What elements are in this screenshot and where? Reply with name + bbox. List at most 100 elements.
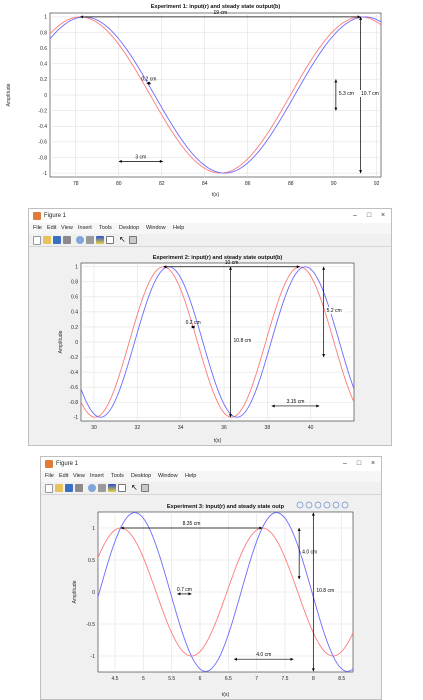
- chart-3[interactable]: 4.5 5 5.5 6 6.5 7 7.5 8 8.5 1 0.5 0 -0.5 -1 Experiment…: [0, 456, 423, 700]
- pointer-icon[interactable]: ↖: [119, 235, 126, 244]
- measurement-annotation: 4.0 cm: [234, 652, 294, 661]
- y-tick-label: 0: [92, 590, 95, 596]
- chart-1[interactable]: 78 80 82 84 86 88 90 92 1 0.8 0.6 0.4 0.2 0 -0.2 -0.4 -0…: [0, 0, 423, 203]
- minimize-button[interactable]: –: [353, 212, 357, 219]
- annotation-label: 8.35 cm: [183, 521, 201, 527]
- y-tick-label: 0.6: [71, 295, 78, 301]
- menu-help[interactable]: Help: [185, 473, 197, 479]
- y-tick-label: -1: [91, 654, 96, 660]
- menu-edit[interactable]: Edit: [47, 225, 57, 231]
- minimize-button[interactable]: –: [343, 460, 347, 467]
- input-series-line: [98, 527, 353, 657]
- matlab-figure-icon: [33, 212, 41, 220]
- pan-icon[interactable]: [314, 501, 322, 509]
- y-tick-label: 0.6: [40, 46, 47, 52]
- open-icon[interactable]: [43, 236, 51, 244]
- data-tips-icon[interactable]: [305, 501, 313, 509]
- x-tick-label: 40: [308, 425, 314, 431]
- arrow-head-bottom: [322, 354, 326, 358]
- y-tick-label: 0.8: [40, 30, 47, 36]
- menu-window[interactable]: Window: [158, 473, 178, 479]
- menu-desktop[interactable]: Desktop: [131, 473, 152, 479]
- x-tick-label: 34: [178, 425, 184, 431]
- brush-icon[interactable]: [296, 501, 304, 509]
- print-icon[interactable]: [75, 484, 83, 492]
- link-icon[interactable]: [86, 236, 94, 244]
- tile-icon[interactable]: [129, 236, 137, 244]
- x-tick-label: 88: [288, 181, 294, 187]
- x-tick-label: 32: [135, 425, 141, 431]
- menu-view[interactable]: View: [61, 225, 73, 231]
- menu-file[interactable]: File: [33, 225, 42, 231]
- zoom-out-icon[interactable]: [332, 501, 340, 509]
- input-series-line: [50, 16, 381, 174]
- zoom-icon[interactable]: [88, 484, 96, 492]
- arrow-head-bottom: [334, 107, 338, 111]
- arrow-head-top: [229, 266, 232, 270]
- link-icon[interactable]: [98, 484, 106, 492]
- arrow-head-top: [334, 79, 338, 83]
- chart-title: Experiment 2: input(r) and steady state …: [153, 255, 283, 261]
- measurement-annotation: 8.35 cm: [120, 521, 263, 530]
- insert-colorbar-icon[interactable]: [96, 236, 104, 244]
- menu-edit[interactable]: Edit: [59, 473, 69, 479]
- pointer-icon[interactable]: ↖: [131, 483, 138, 492]
- arrow-head-left: [234, 657, 237, 661]
- new-file-icon[interactable]: [33, 236, 41, 245]
- menu-window[interactable]: Window: [146, 225, 166, 231]
- x-tick-label: 82: [159, 181, 165, 187]
- chart-title: Experiment 1: input(r) and steady state …: [151, 4, 281, 10]
- experiment-2-window: Figure 1 – □ × File Edit View Insert Too…: [0, 208, 423, 446]
- measurement-annotation: 10.7 cm: [359, 16, 380, 174]
- insert-legend-icon[interactable]: [106, 236, 114, 244]
- maximize-button[interactable]: □: [356, 460, 362, 467]
- arrow-head-left: [118, 159, 122, 163]
- menu-file[interactable]: File: [45, 473, 54, 479]
- chart-2[interactable]: 30 32 34 36 38 40 1 0.8 0.6 0.4 0.2 0 -0.2 -0.4 -0.6 -0…: [0, 208, 423, 446]
- measurement-annotation: 3 cm: [118, 154, 163, 163]
- y-tick-label: 1: [75, 265, 78, 271]
- menu-desktop[interactable]: Desktop: [119, 225, 140, 231]
- print-icon[interactable]: [63, 236, 71, 244]
- maximize-button[interactable]: □: [366, 212, 372, 219]
- menu-help[interactable]: Help: [173, 225, 185, 231]
- window-title: Figure 1: [44, 213, 67, 219]
- y-tick-label: -0.8: [69, 400, 78, 406]
- measurement-annotation: 0.2 cm: [186, 320, 201, 329]
- y-tick-label: -0.4: [38, 124, 47, 130]
- menu-insert[interactable]: Insert: [90, 473, 104, 479]
- arrow-head-left: [163, 265, 167, 269]
- y-tick-label: -0.6: [69, 385, 78, 391]
- y-tick-label: -1: [74, 415, 79, 421]
- zoom-in-icon[interactable]: [323, 501, 331, 509]
- menu-tools[interactable]: Tools: [111, 473, 124, 479]
- menu-tools[interactable]: Tools: [99, 225, 112, 231]
- y-axis-label: Amplitude: [72, 580, 78, 603]
- zoom-icon[interactable]: [76, 236, 84, 244]
- menu-bar: File Edit View Insert Tools Desktop Wind…: [41, 471, 381, 482]
- menu-view[interactable]: View: [73, 473, 85, 479]
- new-file-icon[interactable]: [45, 484, 53, 493]
- annotation-label: 0.7 cm: [177, 587, 192, 593]
- y-tick-label: 0.5: [88, 558, 95, 564]
- open-icon[interactable]: [55, 484, 63, 492]
- y-tick-label: 0.8: [71, 280, 78, 286]
- annotation-label: 4.0 cm: [256, 652, 271, 658]
- x-tick-label: 38: [265, 425, 271, 431]
- annotation-label: 0.2 cm: [186, 320, 201, 326]
- measurement-annotation: 19 cm: [80, 10, 361, 19]
- insert-legend-icon[interactable]: [118, 484, 126, 492]
- arrow-head-right: [290, 657, 294, 661]
- annotation-label: 0.2 cm: [141, 76, 156, 82]
- arrow-head-right: [357, 15, 361, 19]
- save-icon[interactable]: [65, 484, 73, 492]
- menu-insert[interactable]: Insert: [78, 225, 92, 231]
- arrow-head-top: [322, 266, 326, 270]
- arrow-head-bottom: [359, 170, 363, 174]
- close-button[interactable]: ×: [370, 460, 376, 467]
- close-button[interactable]: ×: [380, 212, 386, 219]
- home-icon[interactable]: [341, 501, 349, 509]
- save-icon[interactable]: [53, 236, 61, 244]
- tile-icon[interactable]: [141, 484, 149, 492]
- insert-colorbar-icon[interactable]: [108, 484, 116, 492]
